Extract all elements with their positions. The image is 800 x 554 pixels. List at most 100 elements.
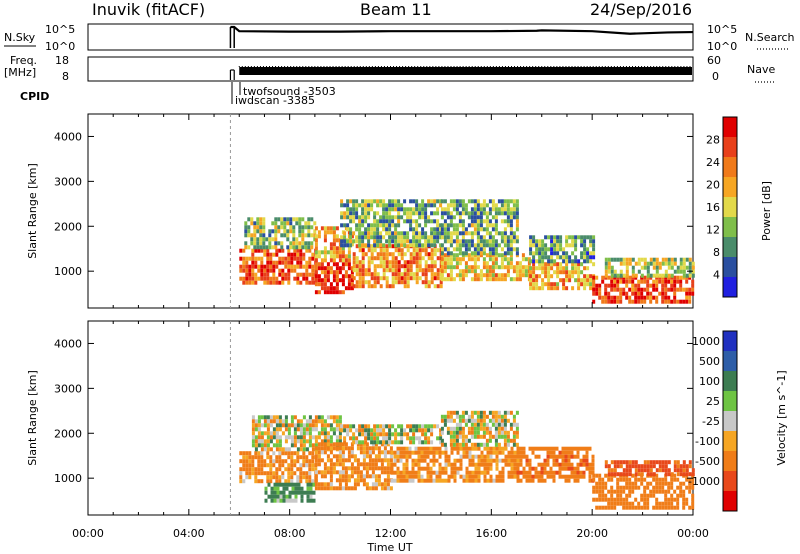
heatmap-cell: [467, 438, 471, 443]
heatmap-cell: [275, 423, 279, 428]
heatmap-cell: [515, 277, 519, 282]
heatmap-cell: [347, 274, 351, 279]
heatmap-cell: [583, 274, 587, 279]
heatmap-cell: [661, 460, 665, 465]
heatmap-cell: [446, 231, 450, 236]
heatmap-cell: [494, 227, 498, 232]
heatmap-cell: [664, 257, 668, 262]
heatmap-cell: [455, 257, 459, 262]
heatmap-cell: [352, 276, 356, 281]
heatmap-cell: [482, 243, 486, 248]
heatmap-cell: [485, 422, 489, 427]
heatmap-cell: [335, 250, 339, 255]
heatmap-cell: [482, 414, 486, 419]
heatmap-cell: [607, 489, 611, 494]
heatmap-cell: [547, 259, 551, 264]
heatmap-cell: [296, 427, 300, 432]
power-colorbar-label: Power [dB]: [760, 181, 773, 241]
heatmap-cell: [673, 269, 677, 274]
heatmap-cell: [552, 454, 556, 459]
heatmap-cell: [332, 246, 336, 251]
heatmap-cell: [326, 266, 330, 271]
heatmap-cell: [538, 251, 542, 256]
heatmap-cell: [349, 239, 353, 244]
heatmap-cell: [625, 468, 629, 473]
heatmap-cell: [682, 489, 686, 494]
heatmap-cell: [353, 486, 357, 491]
heatmap-cell: [464, 418, 468, 423]
heatmap-cell: [239, 451, 243, 456]
heatmap-cell: [607, 295, 611, 300]
heatmap-cell: [286, 245, 290, 250]
heatmap-cell: [574, 247, 578, 252]
heatmap-cell: [335, 442, 339, 447]
heatmap-cell: [290, 471, 294, 476]
heatmap-cell: [415, 280, 419, 285]
heatmap-cell: [649, 273, 653, 278]
heatmap-cell: [622, 501, 626, 506]
heatmap-cell: [385, 260, 389, 265]
heatmap-cell: [350, 282, 354, 287]
heatmap-cell: [393, 450, 397, 455]
heatmap-cell: [391, 223, 395, 228]
heatmap-cell: [262, 225, 266, 230]
heatmap-cell: [550, 251, 554, 256]
heatmap-cell: [441, 450, 445, 455]
heatmap-cell: [456, 450, 460, 455]
heatmap-cell: [421, 428, 425, 433]
heatmap-cell: [296, 475, 300, 480]
heatmap-cell: [512, 277, 516, 282]
heatmap-cell: [446, 251, 450, 256]
heatmap-cell: [282, 494, 286, 499]
heatmap-cell: [589, 282, 593, 287]
heatmap-cell: [436, 211, 440, 216]
heatmap-cell: [610, 299, 614, 304]
heatmap-cell: [509, 265, 513, 270]
heatmap-cell: [323, 427, 327, 432]
heatmap-cell: [559, 278, 563, 283]
heatmap-cell: [443, 414, 447, 419]
heatmap-cell: [433, 231, 437, 236]
heatmap-cell: [491, 199, 495, 204]
velocity-colorbar-label: Velocity [m s^-1]: [775, 370, 788, 465]
heatmap-cell: [400, 424, 404, 429]
heatmap-cell: [409, 219, 413, 224]
heatmap-cell: [344, 442, 348, 447]
heatmap-cell: [391, 215, 395, 220]
heatmap-cell: [344, 474, 348, 479]
heatmap-cell: [506, 265, 510, 270]
heatmap-cell: [503, 442, 507, 447]
heatmap-cell: [314, 467, 318, 472]
heatmap-cell: [433, 227, 437, 232]
heatmap-cell: [317, 450, 321, 455]
heatmap-cell: [521, 253, 525, 258]
heatmap-cell: [679, 283, 683, 288]
heatmap-cell: [631, 473, 635, 478]
heatmap-cell: [540, 478, 544, 483]
heatmap-cell: [553, 239, 557, 244]
heatmap-cell: [298, 217, 302, 222]
heatmap-cell: [254, 272, 258, 277]
heatmap-cell: [544, 251, 548, 256]
heatmap-cell: [544, 235, 548, 240]
heatmap-cell: [573, 466, 577, 471]
heatmap-cell: [382, 424, 386, 429]
heatmap-cell: [278, 479, 282, 484]
heatmap-cell: [485, 239, 489, 244]
heatmap-cell: [320, 282, 324, 287]
heatmap-cell: [443, 219, 447, 224]
heatmap-cell: [430, 256, 434, 261]
heatmap-cell: [263, 272, 267, 277]
heatmap-cell: [251, 439, 255, 444]
heatmap-cell: [299, 475, 303, 480]
heatmap-cell: [305, 479, 309, 484]
heatmap-cell: [559, 255, 563, 260]
heatmap-cell: [679, 265, 683, 270]
heatmap-cell: [340, 235, 344, 240]
heatmap-cell: [567, 478, 571, 483]
heatmap-cell: [556, 262, 560, 267]
heatmap-cell: [613, 269, 617, 274]
heatmap-cell: [637, 505, 641, 510]
